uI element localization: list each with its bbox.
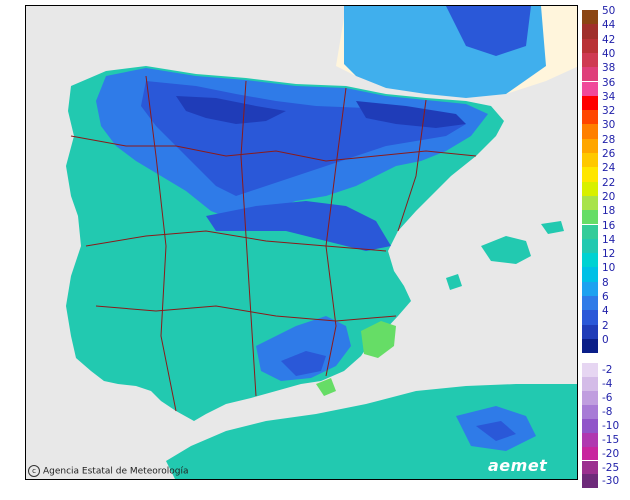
aemet-logo: aemet: [488, 456, 548, 475]
legend-swatch--25: [582, 460, 598, 475]
legend-label-36: 36: [602, 76, 616, 89]
legend-swatch-20: [582, 195, 598, 211]
legend-swatch--15: [582, 432, 598, 447]
region-borders: [70, 75, 477, 412]
legend-swatch-0: [582, 338, 598, 354]
legend-label-18: 18: [602, 205, 616, 218]
legend-label-30: 30: [602, 119, 616, 132]
legend-swatch-42: [582, 38, 598, 53]
mallorca: [481, 236, 531, 264]
legend-label-44: 44: [602, 19, 616, 32]
legend-label-40: 40: [602, 47, 616, 60]
legend-label--4: -4: [602, 378, 613, 391]
legend-label-10: 10: [602, 262, 616, 275]
legend-label--6: -6: [602, 392, 613, 404]
legend-swatch--20: [582, 446, 598, 461]
legend-swatch--6: [582, 391, 598, 405]
legend-label-42: 42: [602, 33, 616, 46]
legend-label-14: 14: [602, 233, 616, 246]
legend-swatch-38: [582, 67, 598, 82]
alps-cold-area: [446, 6, 531, 56]
legend-label-8: 8: [602, 276, 609, 289]
legend-label-12: 12: [602, 248, 616, 261]
legend-label--15: -15: [602, 433, 620, 446]
rif-coldest: [476, 421, 516, 441]
legend-swatch-50: [582, 10, 598, 25]
legend-label--8: -8: [602, 405, 613, 418]
credit-line: c Agencia Estatal de Meteorología: [28, 465, 189, 477]
legend-label-26: 26: [602, 148, 616, 160]
cantabrian-coldest: [176, 96, 286, 124]
legend-swatch--2: [582, 363, 598, 378]
legend-swatch-22: [582, 181, 598, 196]
credit-text: Agencia Estatal de Meteorología: [43, 466, 189, 477]
legend-label-20: 20: [602, 190, 616, 203]
legend-label--25: -25: [602, 461, 620, 474]
legend-swatch-14: [582, 238, 598, 254]
copyright-icon: c: [28, 465, 40, 477]
legend-swatch-8: [582, 281, 598, 296]
legend-label-32: 32: [602, 105, 616, 118]
sierra-nevada-cold: [281, 351, 326, 376]
legend-label-34: 34: [602, 90, 616, 103]
legend-label-38: 38: [602, 62, 616, 75]
temperature-legend: 50 44 42 40 38 36 34 32 30 28 26 24 22 20 18 16 14 12 10 8 6…: [582, 5, 630, 490]
legend-swatch-44: [582, 24, 598, 39]
legend-label-28: 28: [602, 133, 616, 146]
legend-swatch-32: [582, 110, 598, 125]
legend-label-6: 6: [602, 291, 609, 303]
legend-swatch-16: [582, 224, 598, 239]
legend-label-0: 0: [602, 333, 609, 346]
legend-swatch-26: [582, 153, 598, 168]
legend-label--30: -30: [602, 475, 620, 488]
legend-label--10: -10: [602, 419, 620, 432]
legend-swatch-18: [582, 210, 598, 225]
legend-swatch-10: [582, 267, 598, 282]
legend-swatch-12: [582, 253, 598, 268]
legend-swatch-30: [582, 124, 598, 139]
ibiza: [446, 274, 462, 290]
legend-label-4: 4: [602, 305, 609, 318]
temperature-map: [25, 5, 578, 480]
legend-swatch--8: [582, 404, 598, 419]
menorca: [541, 221, 564, 234]
legend-swatch--4: [582, 377, 598, 391]
south-cool-zone: [256, 316, 351, 381]
legend-label-24: 24: [602, 162, 616, 175]
legend-label-16: 16: [602, 219, 616, 232]
legend-swatch--30: [582, 474, 598, 489]
legend-swatch--10: [582, 418, 598, 433]
legend-label-50: 50: [602, 5, 616, 17]
legend-swatch-24: [582, 167, 598, 182]
north-africa: [166, 384, 577, 479]
legend-label--2: -2: [602, 364, 613, 377]
legend-swatch-6: [582, 296, 598, 311]
almeria-warm: [316, 378, 336, 396]
legend-swatch-40: [582, 52, 598, 68]
map-canvas: [26, 6, 577, 479]
legend-swatch-2: [582, 324, 598, 339]
legend-label-22: 22: [602, 176, 616, 189]
pyrenees-coldest: [356, 101, 466, 128]
legend-swatch-36: [582, 81, 598, 96]
central-system-cold: [206, 201, 391, 251]
legend-label--20: -20: [602, 447, 620, 460]
murcia-warm: [361, 321, 396, 358]
legend-swatch-28: [582, 138, 598, 153]
legend-swatch-34: [582, 95, 598, 111]
legend-label-2: 2: [602, 319, 609, 332]
legend-swatch-4: [582, 310, 598, 325]
